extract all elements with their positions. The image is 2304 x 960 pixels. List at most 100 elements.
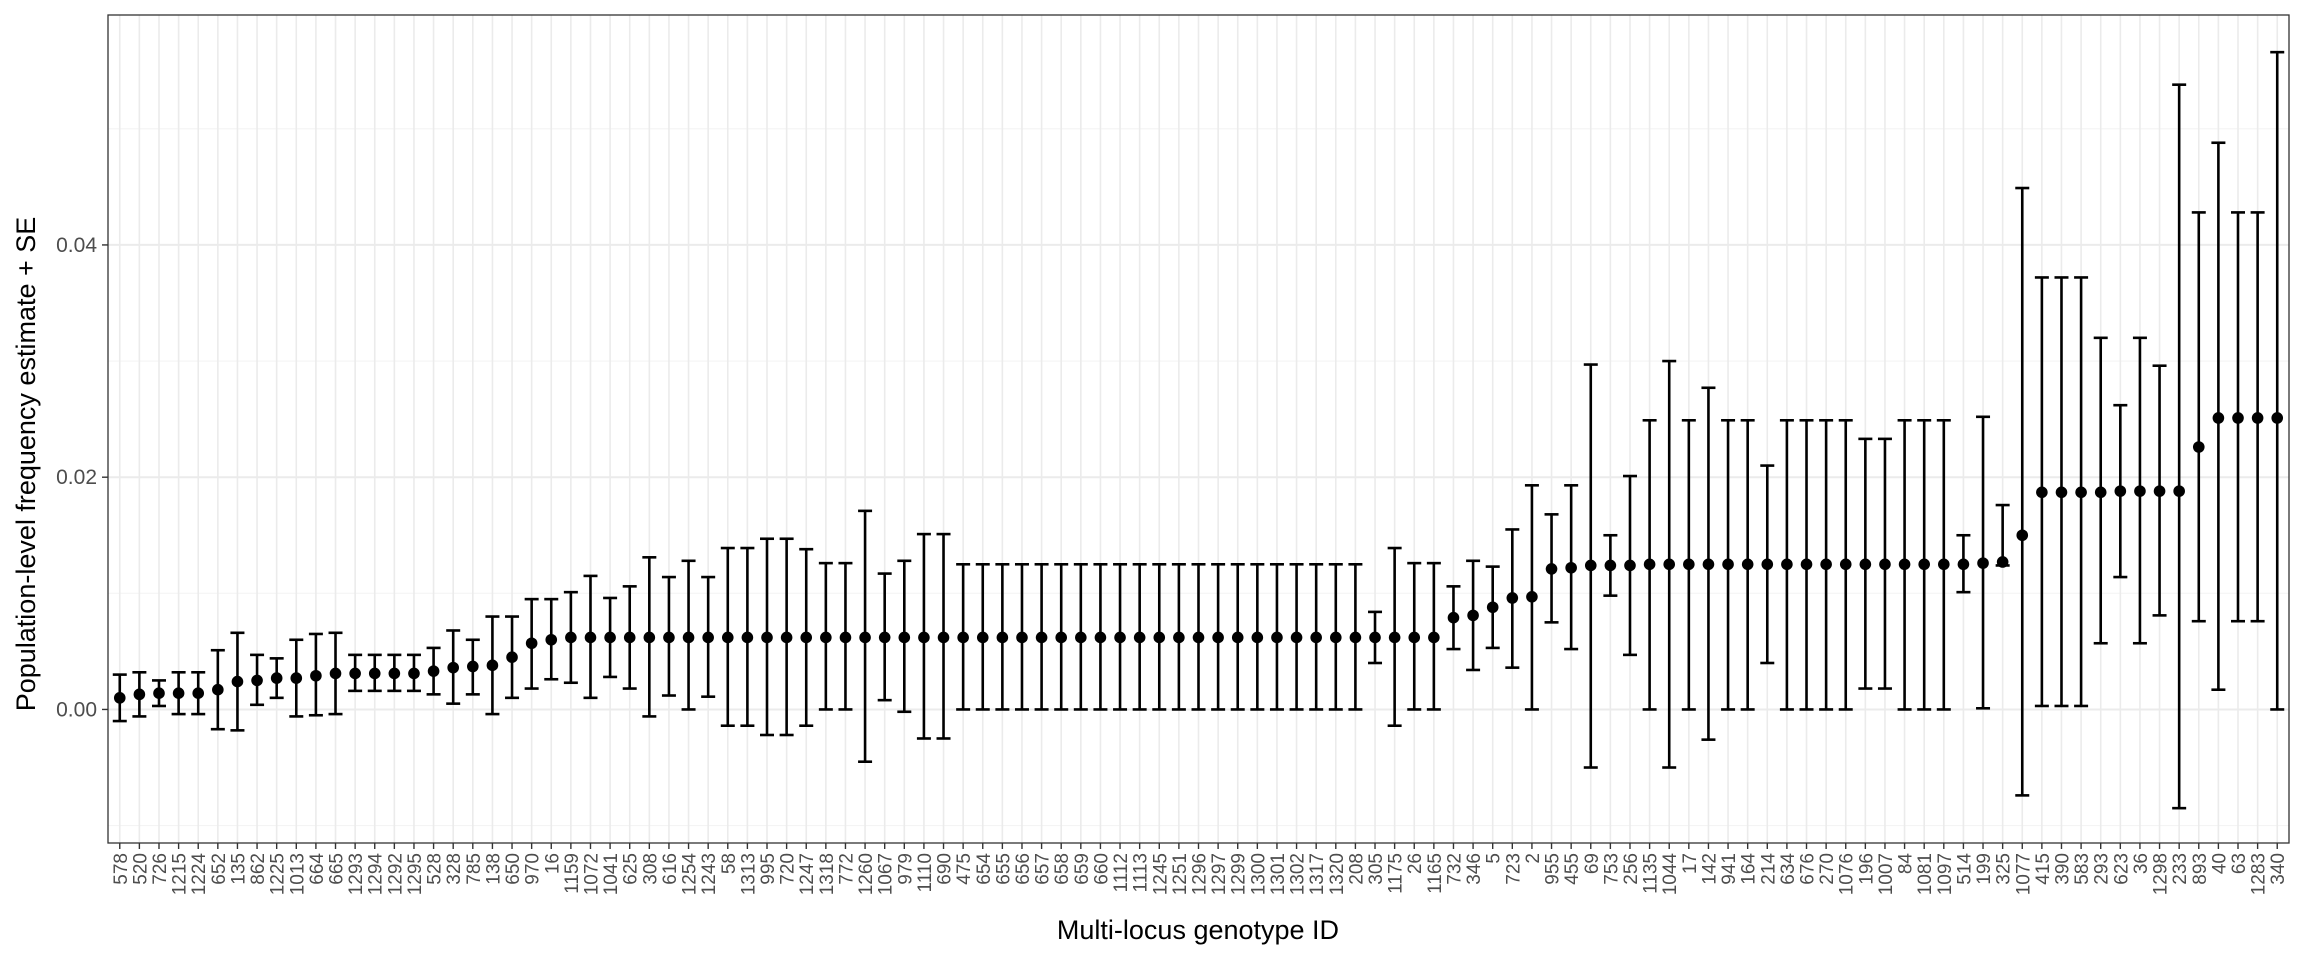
point-862 (251, 674, 263, 687)
point-164 (1741, 558, 1754, 571)
y-axis-title: Population-level frequency estimate + SE (11, 217, 41, 712)
point-325 (1996, 556, 2009, 568)
point-1007 (1879, 558, 1891, 571)
x-tick-label-233: 233 (2170, 853, 2191, 885)
x-tick-label-1294: 1294 (366, 853, 387, 896)
point-69 (1584, 559, 1597, 572)
point-1299 (1231, 631, 1244, 644)
point-208 (1349, 631, 1362, 644)
point-40 (2212, 412, 2225, 424)
x-tick-label-1298: 1298 (2151, 853, 2172, 895)
x-tick-label-214: 214 (1758, 853, 1779, 885)
x-tick-label-1293: 1293 (346, 853, 367, 895)
point-214 (1761, 558, 1774, 571)
point-17 (1683, 558, 1695, 571)
point-772 (839, 631, 852, 644)
x-tick-label-63: 63 (2229, 853, 2250, 874)
point-142 (1702, 558, 1715, 571)
x-tick-label-1297: 1297 (1209, 853, 1230, 895)
point-1292 (388, 667, 401, 680)
point-1044 (1663, 558, 1676, 571)
x-tick-label-1251: 1251 (1170, 853, 1191, 895)
point-732 (1447, 611, 1460, 624)
x-tick-label-1135: 1135 (1641, 853, 1662, 894)
x-tick-label-1076: 1076 (1837, 853, 1858, 895)
point-1247 (800, 631, 813, 644)
point-656 (1016, 631, 1028, 644)
point-623 (2114, 485, 2127, 497)
point-650 (506, 651, 518, 663)
x-tick-label-138: 138 (483, 853, 504, 885)
x-tick-label-520: 520 (130, 853, 151, 885)
x-tick-label-58: 58 (719, 853, 740, 874)
x-tick-label-1260: 1260 (856, 853, 877, 895)
x-tick-label-256: 256 (1621, 853, 1642, 885)
y-axis: 0.00 0.02 0.04 (56, 234, 108, 721)
x-tick-label-1041: 1041 (601, 853, 622, 895)
x-tick-label-1067: 1067 (876, 853, 897, 895)
point-1076 (1839, 558, 1852, 571)
x-tick-label-862: 862 (248, 853, 269, 885)
point-720 (780, 631, 793, 644)
point-634 (1781, 558, 1793, 571)
x-tick-label-676: 676 (1798, 853, 1819, 885)
x-tick-label-196: 196 (1856, 853, 1877, 885)
point-665 (329, 667, 342, 680)
point-5 (1486, 601, 1499, 614)
x-tick-label-1301: 1301 (1268, 853, 1289, 895)
x-tick-label-346: 346 (1464, 853, 1485, 885)
point-528 (427, 665, 440, 677)
x-tick-label-5: 5 (1484, 853, 1505, 864)
x-tick-label-893: 893 (2190, 853, 2211, 885)
point-655 (996, 631, 1009, 644)
x-tick-label-726: 726 (150, 853, 171, 885)
point-1301 (1271, 631, 1283, 644)
point-520 (133, 688, 146, 701)
x-tick-label-583: 583 (2072, 853, 2093, 885)
x-tick-label-656: 656 (1013, 853, 1034, 885)
x-tick-label-1302: 1302 (1288, 853, 1309, 895)
x-tick-label-660: 660 (1091, 853, 1112, 885)
x-tick-label-625: 625 (621, 853, 642, 885)
x-axis-title: Multi-locus genotype ID (1057, 915, 1339, 945)
point-36 (2134, 485, 2146, 497)
point-1300 (1251, 631, 1264, 644)
x-tick-label-69: 69 (1582, 853, 1603, 874)
x-tick-label-1175: 1175 (1386, 853, 1407, 894)
point-233 (2173, 485, 2185, 497)
point-455 (1565, 561, 1577, 574)
point-723 (1506, 592, 1519, 604)
x-tick-label-1007: 1007 (1876, 853, 1897, 895)
point-475 (957, 631, 969, 644)
x-tick-label-340: 340 (2268, 853, 2289, 885)
point-1041 (604, 631, 616, 644)
point-1293 (349, 667, 361, 680)
point-995 (761, 631, 773, 644)
x-tick-label-1283: 1283 (2249, 853, 2270, 895)
point-1225 (270, 672, 283, 684)
point-979 (898, 631, 911, 644)
x-tick-label-720: 720 (778, 853, 799, 885)
point-1112 (1114, 631, 1126, 644)
point-652 (212, 683, 224, 696)
point-654 (976, 631, 989, 644)
x-tick-label-1320: 1320 (1327, 853, 1348, 895)
y-tick-label: 0.00 (56, 698, 97, 721)
x-tick-label-1077: 1077 (2013, 853, 2034, 895)
point-578 (113, 692, 126, 704)
x-tick-label-328: 328 (444, 853, 465, 885)
point-1243 (702, 631, 714, 644)
x-tick-label-772: 772 (836, 853, 857, 885)
x-tick-label-475: 475 (954, 853, 975, 885)
x-tick-label-654: 654 (974, 853, 995, 885)
x-tick-label-665: 665 (327, 853, 348, 885)
x-axis: 5785207261215122465213586212251013664665… (111, 843, 2289, 895)
point-1245 (1153, 631, 1166, 644)
point-415 (2036, 486, 2048, 499)
x-tick-label-36: 36 (2131, 853, 2152, 874)
point-16 (545, 633, 558, 646)
x-tick-label-40: 40 (2209, 853, 2230, 874)
x-tick-label-657: 657 (1033, 853, 1054, 885)
